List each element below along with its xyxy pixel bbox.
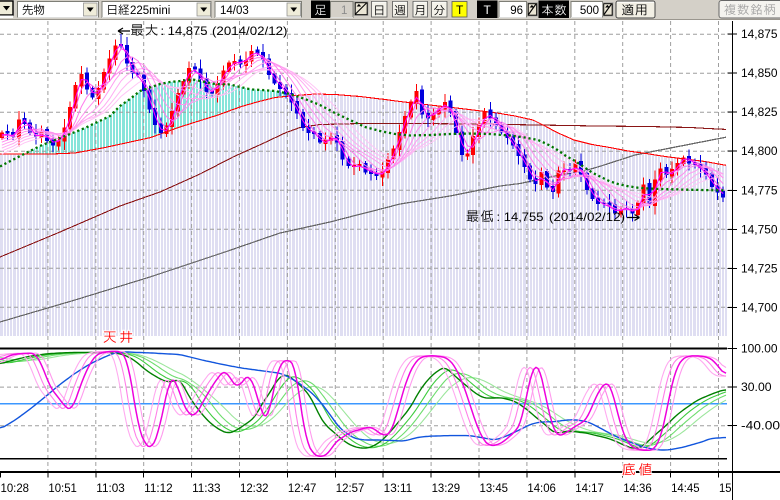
svg-text:14,750: 14,750 [741,224,778,236]
svg-text:14/03: 14/03 [220,5,249,17]
svg-text:14:45: 14:45 [671,483,700,495]
svg-text:-40.00: -40.00 [741,421,780,433]
svg-text:: 14,755: : 14,755 [497,210,544,224]
svg-text:1: 1 [341,5,347,17]
svg-text:30.00: 30.00 [741,382,772,394]
svg-text:12:47: 12:47 [288,483,317,495]
svg-text:96: 96 [510,5,523,17]
svg-text:14,825: 14,825 [741,107,778,119]
svg-text:10:28: 10:28 [1,483,30,495]
svg-text:14,800: 14,800 [741,146,778,158]
svg-text:: 14,875: : 14,875 [161,24,208,38]
svg-text:11:12: 11:12 [144,483,173,495]
svg-text:11:33: 11:33 [192,483,221,495]
svg-text:14:36: 14:36 [623,483,652,495]
svg-text:100.00: 100.00 [741,344,778,356]
svg-text:14,725: 14,725 [741,263,778,275]
svg-text:(2014/02/12): (2014/02/12) [549,210,625,224]
svg-text:14,875: 14,875 [741,29,778,41]
svg-text:14,700: 14,700 [741,302,778,314]
svg-text:12:32: 12:32 [240,483,269,495]
svg-text:(2014/02/12): (2014/02/12) [212,24,288,38]
svg-text:14:17: 14:17 [575,483,604,495]
svg-text:T: T [484,3,492,17]
svg-text:13:45: 13:45 [480,483,509,495]
svg-text:500: 500 [580,5,599,17]
svg-text:15: 15 [719,483,732,495]
svg-text:11:03: 11:03 [96,483,125,495]
svg-text:225mini: 225mini [130,5,170,17]
svg-text:13:29: 13:29 [432,483,461,495]
svg-text:13:11: 13:11 [384,483,413,495]
svg-text:14,775: 14,775 [741,185,778,197]
svg-text:14:06: 14:06 [527,483,556,495]
svg-text:T: T [456,3,464,17]
svg-text:12:57: 12:57 [336,483,365,495]
svg-text:10:51: 10:51 [48,483,77,495]
svg-text:14,850: 14,850 [741,68,778,80]
